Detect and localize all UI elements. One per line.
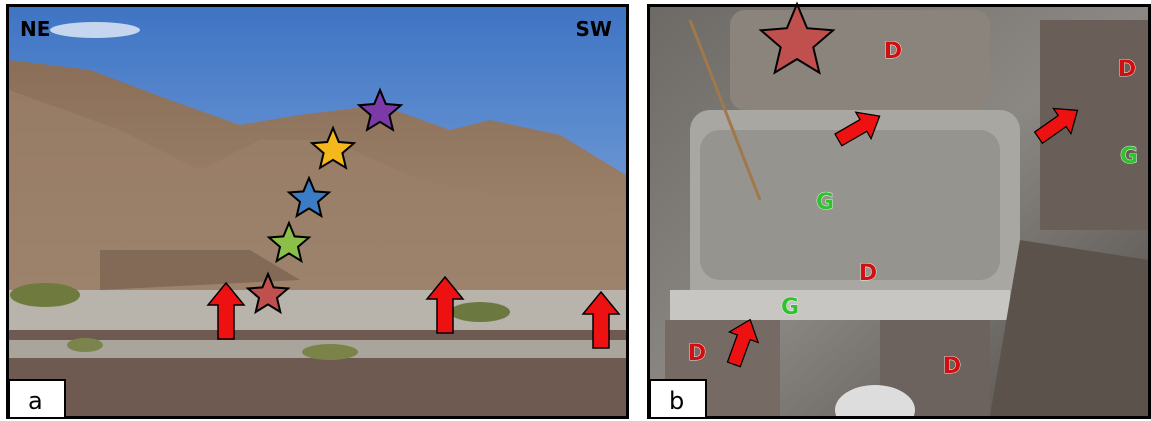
annotation: D xyxy=(943,354,961,379)
annotation: D xyxy=(1118,57,1136,82)
direction-label: SW xyxy=(576,17,612,41)
panel-label: a xyxy=(28,387,43,415)
annotation: D xyxy=(884,39,902,64)
photo-b xyxy=(650,7,1149,421)
annotation: G xyxy=(816,190,834,215)
direction-label: NE xyxy=(20,17,50,41)
annotation: D xyxy=(859,261,877,286)
annotation: D xyxy=(688,341,706,366)
panel-label: b xyxy=(669,387,684,415)
annotation: G xyxy=(781,295,799,320)
annotation: G xyxy=(1120,144,1138,169)
figure: NE SW a D D G G D G D D b xyxy=(0,0,1151,421)
